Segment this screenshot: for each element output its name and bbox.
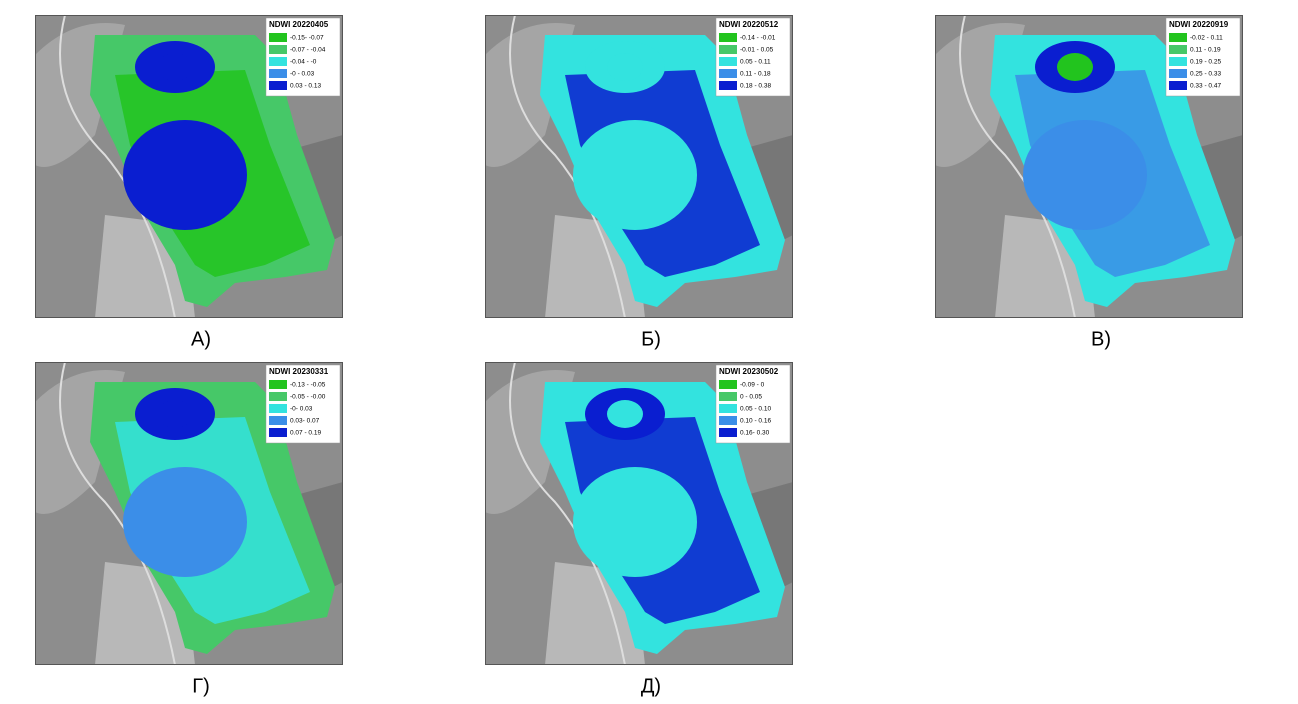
panel-caption: Д) (641, 675, 661, 697)
legend-swatch (719, 81, 737, 90)
lake-north-core (157, 400, 193, 428)
legend-title: NDWI 20230331 (269, 367, 329, 376)
lake-center-zone (123, 120, 247, 230)
legend-swatch (1169, 33, 1187, 42)
legend-title: NDWI 20230502 (719, 367, 779, 376)
map-panel: NDWI 20230331 -0.13 - -0.05 -0.05 - -0.00 -… (35, 362, 343, 665)
legend-title: NDWI 20220919 (1169, 20, 1229, 29)
legend: NDWI 20220919 -0.02 - 0.11 0.11 - 0.19 0.19… (1166, 18, 1240, 96)
lake-north-core (1057, 53, 1093, 81)
legend: NDWI 20230331 -0.13 - -0.05 -0.05 - -0.00 -… (266, 365, 340, 443)
map-panel: NDWI 20220405 -0.15- -0.07 -0.07 - -0.04 -0… (35, 15, 343, 318)
legend-swatch (269, 57, 287, 66)
legend-label: 0.18 - 0.38 (740, 83, 771, 90)
legend-label: -0.13 - -0.05 (290, 382, 326, 389)
legend-swatch (719, 69, 737, 78)
legend-label: 0.07 - 0.19 (290, 430, 321, 437)
legend-swatch (719, 404, 737, 413)
lake-north-core (607, 400, 643, 428)
legend-swatch (719, 428, 737, 437)
legend-swatch (719, 45, 737, 54)
panel-caption: А) (191, 328, 211, 350)
legend-label: -0.09 - 0 (740, 382, 765, 389)
lake-center-zone (1023, 120, 1147, 230)
legend-label: -0 - 0.03 (290, 71, 315, 78)
legend-swatch (269, 33, 287, 42)
legend-label: -0.15- -0.07 (290, 35, 324, 42)
legend: NDWI 20220512 -0.14 - -0.01 -0.01 - 0.05 0.… (716, 18, 790, 96)
lake-center-zone (573, 120, 697, 230)
legend-label: 0.25 - 0.33 (1190, 71, 1221, 78)
legend-title: NDWI 20220512 (719, 20, 779, 29)
legend-label: 0.10 - 0.16 (740, 418, 771, 425)
figure: NDWI 20220405 -0.15- -0.07 -0.07 - -0.04 -0… (0, 0, 1298, 699)
legend-title: NDWI 20220405 (269, 20, 329, 29)
legend-swatch (269, 392, 287, 401)
legend-swatch (1169, 81, 1187, 90)
legend-swatch (1169, 45, 1187, 54)
lake-north-core (607, 53, 643, 81)
legend: NDWI 20230502 -0.09 - 0 0 - 0.05 0.05 - 0.1… (716, 365, 790, 443)
map-panel: NDWI 20220919 -0.02 - 0.11 0.11 - 0.19 0.19… (935, 15, 1243, 318)
legend-label: -0.04 - -0 (290, 59, 317, 66)
legend-label: -0- 0.03 (290, 406, 313, 413)
legend-swatch (269, 45, 287, 54)
legend-label: 0.11 - 0.18 (740, 71, 771, 78)
legend-label: 0.33 - 0.47 (1190, 83, 1221, 90)
panel-caption: В) (1091, 328, 1111, 350)
legend-label: -0.02 - 0.11 (1190, 35, 1223, 42)
legend-swatch (269, 81, 287, 90)
legend-label: -0.05 - -0.00 (290, 394, 326, 401)
legend-label: -0.14 - -0.01 (740, 35, 776, 42)
legend-label: 0.16- 0.30 (740, 430, 770, 437)
legend-swatch (269, 428, 287, 437)
lake-north-core (157, 53, 193, 81)
map-panel: NDWI 20220512 -0.14 - -0.01 -0.01 - 0.05 0.… (485, 15, 793, 318)
legend-label: 0.03 - 0.13 (290, 83, 321, 90)
legend-swatch (719, 392, 737, 401)
legend-swatch (269, 404, 287, 413)
legend-swatch (269, 416, 287, 425)
panel-caption: Б) (641, 328, 661, 350)
legend-label: 0.03- 0.07 (290, 418, 320, 425)
legend-swatch (719, 416, 737, 425)
lake-center-zone (573, 467, 697, 577)
panel-caption: Г) (192, 675, 210, 697)
legend-swatch (1169, 57, 1187, 66)
legend-label: -0.01 - 0.05 (740, 47, 774, 54)
legend-swatch (269, 380, 287, 389)
legend-label: 0.05 - 0.11 (740, 59, 771, 66)
legend: NDWI 20220405 -0.15- -0.07 -0.07 - -0.04 -0… (266, 18, 340, 96)
legend-label: 0.19 - 0.25 (1190, 59, 1221, 66)
lake-center-zone (123, 467, 247, 577)
map-panel: NDWI 20230502 -0.09 - 0 0 - 0.05 0.05 - 0.1… (485, 362, 793, 665)
legend-swatch (719, 380, 737, 389)
legend-label: 0.05 - 0.10 (740, 406, 771, 413)
legend-label: 0 - 0.05 (740, 394, 762, 401)
legend-swatch (719, 33, 737, 42)
legend-label: -0.07 - -0.04 (290, 47, 326, 54)
legend-swatch (1169, 69, 1187, 78)
legend-label: 0.11 - 0.19 (1190, 47, 1221, 54)
legend-swatch (269, 69, 287, 78)
legend-swatch (719, 57, 737, 66)
